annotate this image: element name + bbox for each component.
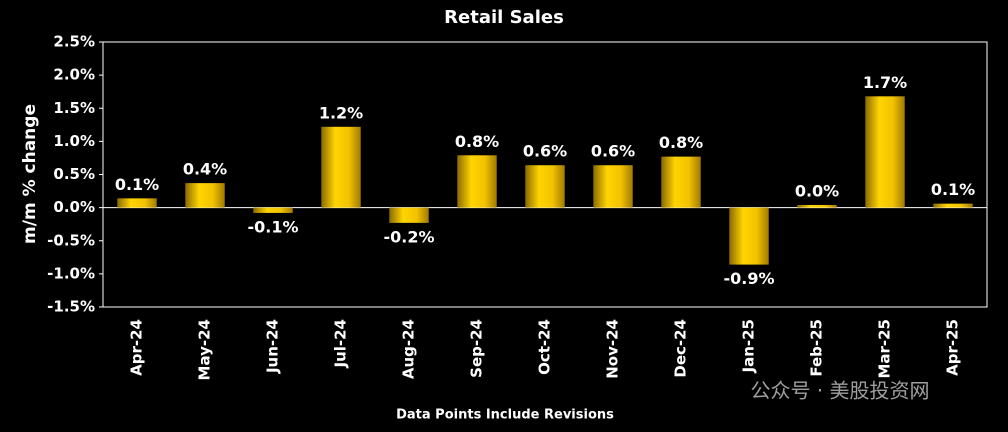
x-tick-label: May-24 <box>196 319 214 380</box>
chart-title: Retail Sales <box>444 7 564 28</box>
x-tick-label: Apr-25 <box>944 319 962 376</box>
value-label: 0.1% <box>115 175 159 194</box>
bar <box>593 165 633 208</box>
value-label: 0.8% <box>455 132 499 151</box>
y-tick-label: -0.5% <box>47 231 95 249</box>
value-label: 0.8% <box>659 133 703 152</box>
x-tick-label: Feb-25 <box>808 319 826 377</box>
value-label: 0.4% <box>183 160 227 179</box>
y-tick-label: 2.0% <box>53 66 95 84</box>
y-tick-label: 1.0% <box>53 132 95 150</box>
value-label: 0.6% <box>523 142 567 161</box>
x-tick-label: Sep-24 <box>468 319 486 378</box>
value-label: 1.2% <box>319 103 363 122</box>
bar <box>797 204 837 208</box>
bar <box>321 126 361 208</box>
bar <box>933 203 973 208</box>
y-tick-label: -1.0% <box>47 264 95 282</box>
value-label: 1.7% <box>863 73 907 92</box>
bar <box>729 207 769 265</box>
bar <box>185 183 225 208</box>
value-label: -0.9% <box>723 269 774 288</box>
x-tick-label: Jan-25 <box>740 319 758 373</box>
value-label: 0.0% <box>795 181 839 200</box>
y-axis-label: m/m % change <box>20 104 40 244</box>
y-tick-label: -1.5% <box>47 298 95 316</box>
x-tick-label: Mar-25 <box>876 319 894 379</box>
footnote: Data Points Include Revisions <box>396 408 614 423</box>
bar <box>253 207 293 213</box>
bar <box>865 96 905 208</box>
bar <box>525 165 565 208</box>
x-tick-label: Oct-24 <box>536 319 554 375</box>
x-tick-label: Jul-24 <box>332 319 350 369</box>
y-tick-label: 0.5% <box>53 165 95 183</box>
x-tick-label: Jun-24 <box>264 319 282 374</box>
x-tick-label: Apr-24 <box>128 319 146 376</box>
x-tick-label: Nov-24 <box>604 319 622 379</box>
x-tick-label: Dec-24 <box>672 319 690 378</box>
bar <box>661 156 701 208</box>
bar <box>457 155 497 208</box>
x-tick-label: Aug-24 <box>400 319 418 379</box>
value-label: -0.1% <box>247 217 298 236</box>
bar <box>389 207 429 223</box>
bar <box>117 198 157 208</box>
y-tick-label: 2.5% <box>53 33 95 51</box>
value-label: 0.1% <box>931 180 975 199</box>
y-tick-label: 1.5% <box>53 99 95 117</box>
value-label: 0.6% <box>591 142 635 161</box>
value-label: -0.2% <box>383 227 434 246</box>
y-tick-label: 0.0% <box>53 198 95 216</box>
watermark: 公众号 · 美股投资网 <box>750 379 929 403</box>
